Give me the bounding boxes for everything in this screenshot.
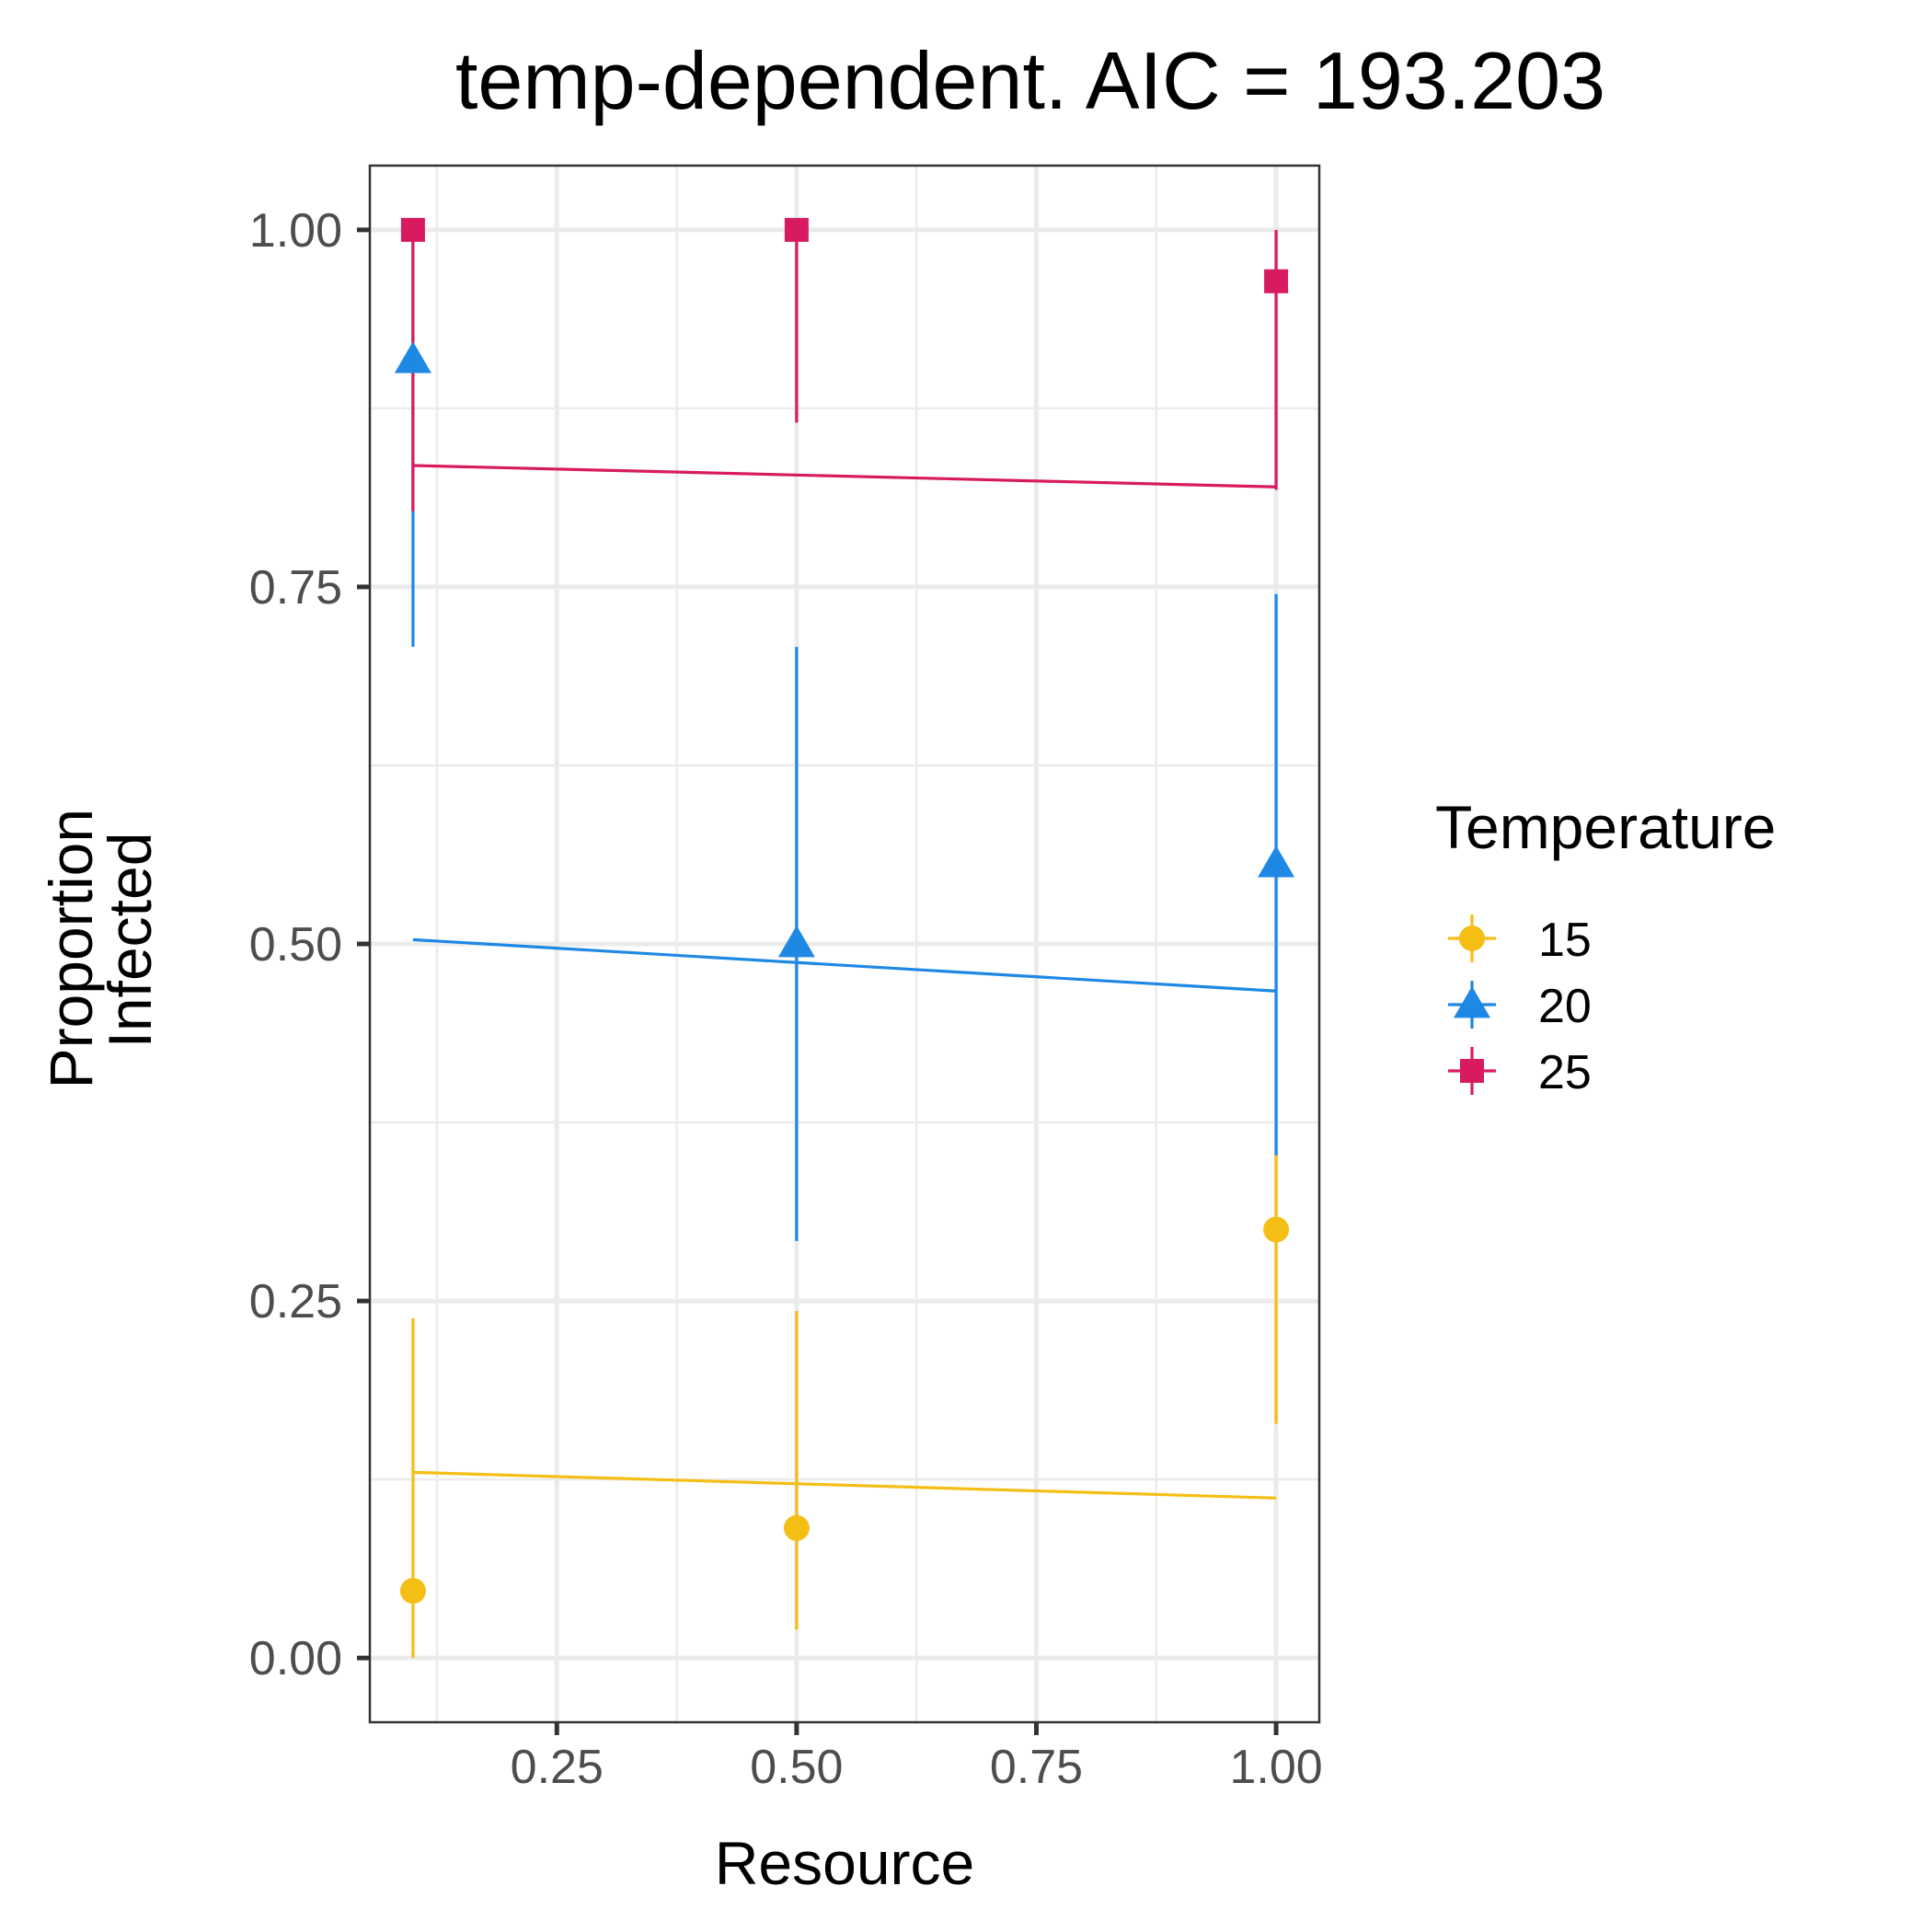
legend-key-marker [1459,926,1485,951]
legend-label: 25 [1538,1046,1592,1099]
data-point-20-2 [1258,845,1295,878]
axes: 0.00 0.25 0.50 0.75 1.00 0.25 0.50 0.75 1.00 [249,204,1323,1794]
legend-key-marker [1454,986,1490,1018]
data-point-15-2 [1263,1216,1290,1243]
legend-key-marker [1460,1059,1484,1083]
data-point-15-0 [399,1578,426,1604]
legend: Temperature 15 20 25 [1435,793,1777,1099]
y-axis-title: Proportion Infected [37,792,164,1089]
y-axis-title-line-1: Proportion [37,809,105,1089]
data-point-25-1 [784,217,809,242]
data-point-25-0 [400,217,425,242]
legend-title: Temperature [1435,793,1777,861]
x-tick-label: 1.00 [1229,1741,1322,1794]
data-series [394,217,1295,1659]
fit-line-20 [412,937,1277,993]
data-point-25-2 [1264,269,1289,293]
x-tick-label: 0.50 [750,1741,843,1794]
y-tick-label: 1.00 [249,204,342,258]
legend-item-15: 15 [1448,914,1592,967]
legend-label: 20 [1538,980,1592,1033]
y-axis-title-line-2: Infected [96,833,164,1049]
legend-label: 15 [1538,914,1592,967]
data-point-15-1 [783,1514,810,1541]
fit-line-25 [412,464,1277,489]
legend-items: 15 20 25 [1448,914,1592,1099]
y-tick-label: 0.00 [249,1632,342,1685]
y-tick-label: 0.50 [249,918,342,972]
legend-item-20: 20 [1448,980,1592,1033]
x-axis-title: Resource [715,1829,974,1897]
y-tick-label: 0.75 [249,561,342,615]
x-tick-label: 0.25 [511,1741,604,1794]
fit-line-15 [412,1470,1277,1500]
chart-title: temp-dependent. AIC = 193.203 [455,35,1605,126]
y-tick-label: 0.25 [249,1275,342,1328]
legend-item-25: 25 [1448,1046,1592,1099]
x-tick-label: 0.75 [990,1741,1083,1794]
data-point-20-0 [394,341,431,374]
data-point-20-1 [777,926,815,958]
svg-text:Proportion Infected: Proportion Infected [37,792,164,1089]
